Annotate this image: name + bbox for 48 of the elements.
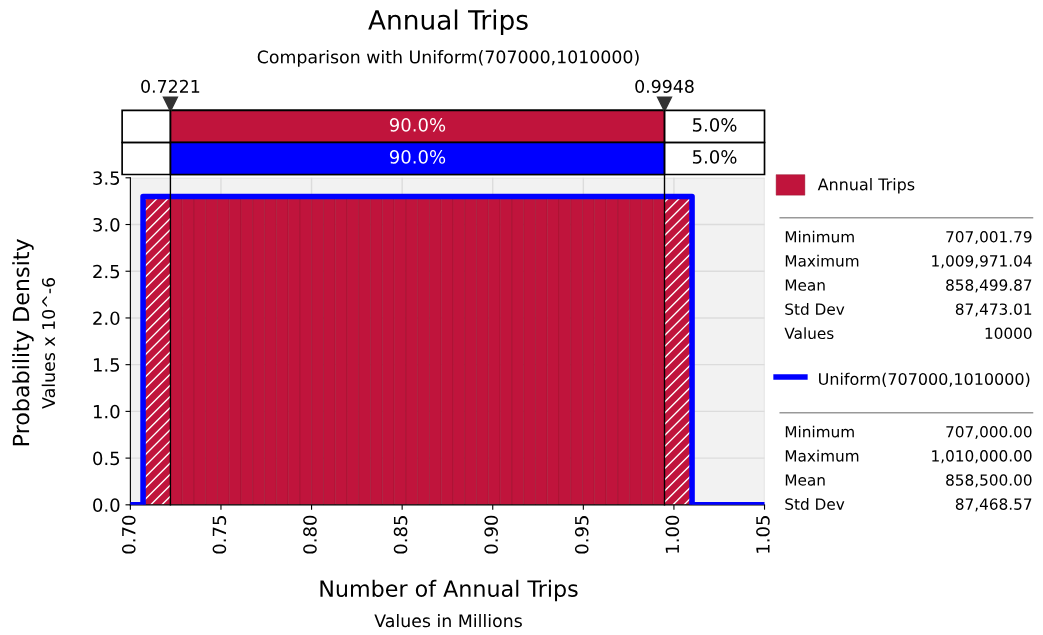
text: 10000 [985,327,1032,340]
x-tick-label: 1.00 [665,515,680,553]
text: Std Dev [785,303,845,315]
text: Values x 10^-6 [41,278,56,409]
text: Minimum [785,230,854,243]
ref-line-label: 0.7221 [141,79,200,93]
legend-label: Annual Trips [817,178,915,194]
x-tick-label: 0.80 [303,515,317,554]
text: 87,473.01 [955,303,1032,317]
chart-title: Annual Trips [368,9,528,35]
text: 707,000.00 [946,425,1032,440]
text: 90.0% [389,118,446,132]
text: Maximum [785,449,859,462]
text: 1,010,000.00 [932,450,1032,464]
x-tick-label: 0.90 [484,515,498,554]
x-tick-label: 1.05 [756,516,770,553]
text: Maximum [785,254,859,267]
x-tick-label: 0.95 [574,516,589,554]
text: 1,009,971.04 [932,255,1032,269]
text: Values [784,327,834,340]
y-tick-label: 0.0 [93,498,120,512]
y-tick-label: 2.0 [93,311,120,326]
y-tick-label: 3.0 [93,217,120,232]
ref-line-label: 0.9948 [635,79,694,93]
text: 5.0% [692,118,737,132]
y-tick-label: 1.0 [93,404,120,419]
text: Minimum [785,425,854,438]
x-tick-label: 0.70 [121,515,136,554]
text: 858,499.87 [946,279,1032,293]
y-tick-label: 2.5 [93,264,120,279]
y-tick-label: 1.5 [93,358,120,372]
text: 87,468.57 [955,498,1032,512]
text: Std Dev [785,498,845,510]
x-tick-label: 0.85 [393,516,408,554]
text: 90.0% [389,150,446,164]
y-tick-label: 0.5 [93,451,120,466]
y-axis-title: Probability Density [12,239,34,446]
text: 5.0% [692,150,737,164]
x-tick-label: 0.75 [212,516,227,554]
x-axis-title: Number of Annual Trips [320,579,578,602]
text: 858,500.00 [946,474,1032,488]
text: 707,001.79 [946,231,1032,245]
text: Values in Millions [374,613,522,628]
text: Mean [785,474,825,486]
text: Mean [785,279,825,291]
chart-subtitle: Comparison with Uniform(707000,1010000) [257,50,639,67]
legend-label: Uniform(707000,1010000) [819,372,1030,387]
y-tick-label: 3.5 [93,171,120,185]
